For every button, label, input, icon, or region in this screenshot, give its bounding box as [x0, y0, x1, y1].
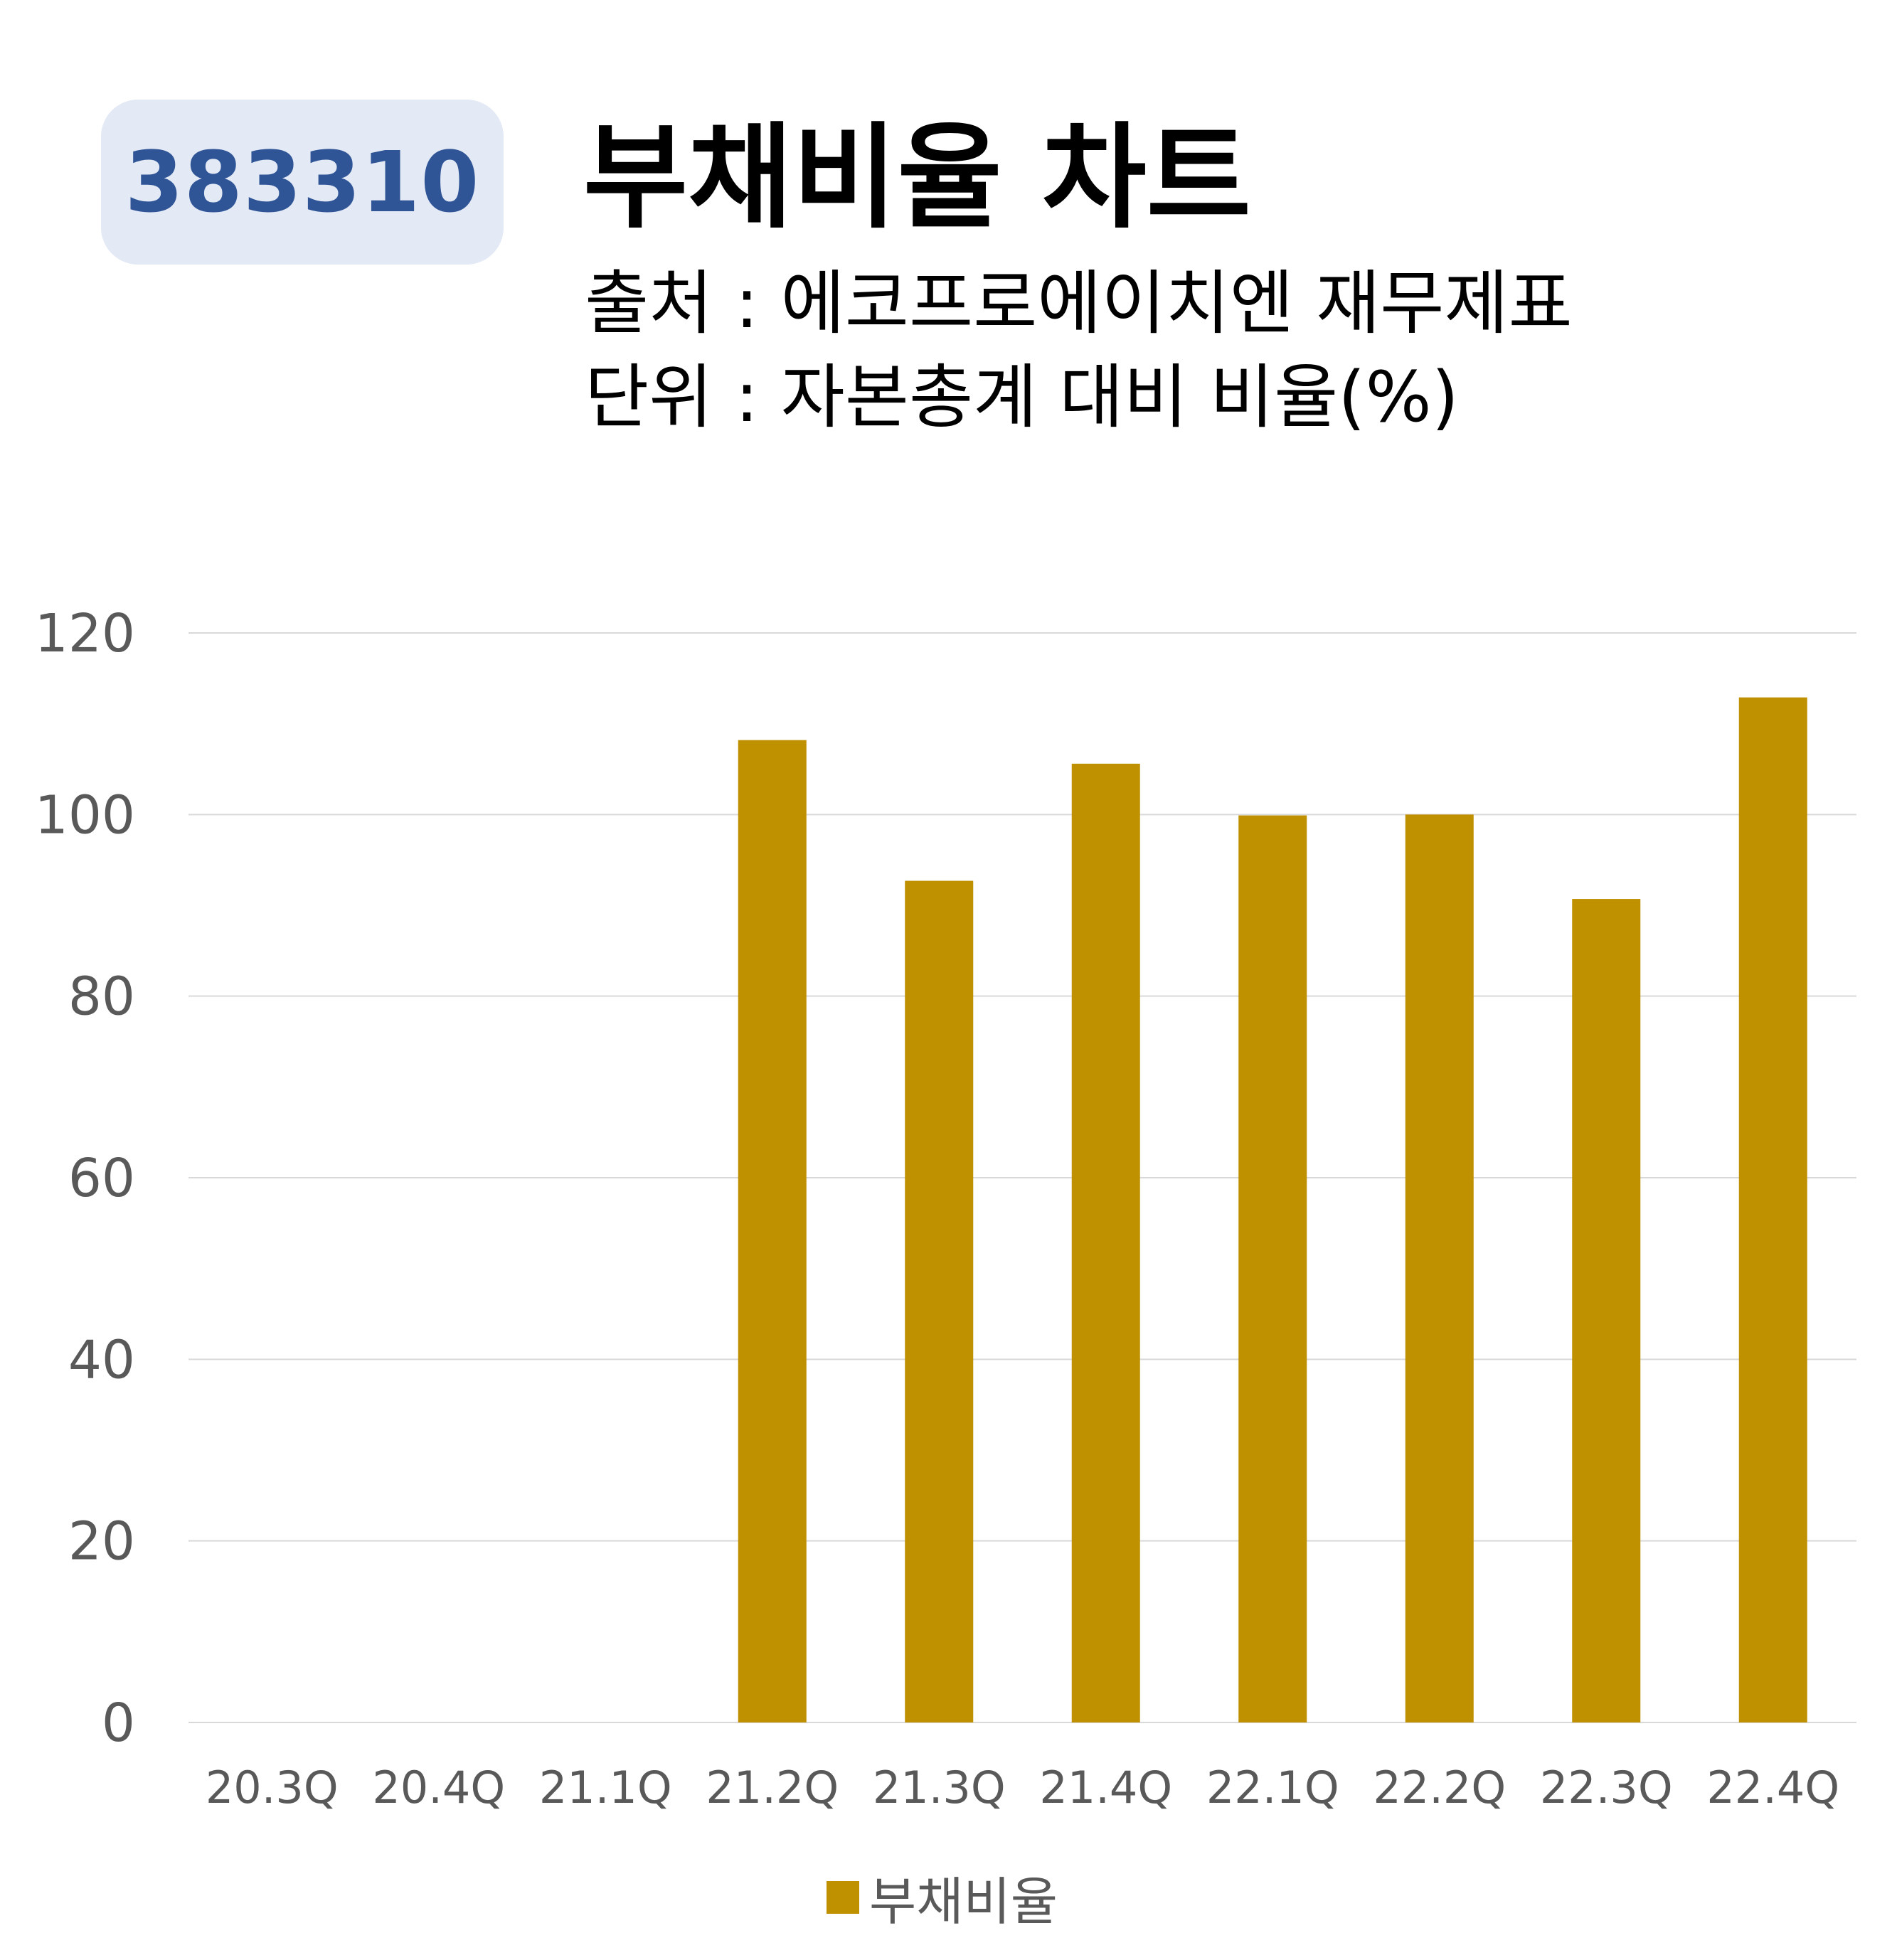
x-tick-label: 21.2Q	[706, 1762, 839, 1813]
bar-22.2Q	[1405, 814, 1474, 1722]
source-note: 출처 : 에코프로에이치엔 재무제표	[585, 263, 1573, 344]
bar-21.3Q	[905, 880, 974, 1722]
stock-code: 383310	[124, 133, 480, 231]
x-tick-label: 22.3Q	[1540, 1762, 1673, 1813]
stock-code-badge: 383310	[101, 100, 504, 265]
bars	[738, 697, 1807, 1722]
x-tick-label: 21.3Q	[873, 1762, 1006, 1813]
legend-label: 부채비율	[869, 1872, 1058, 1932]
x-tick-label: 21.4Q	[1039, 1762, 1172, 1813]
bar-22.4Q	[1738, 697, 1807, 1722]
y-axis-ticks: 0 20 40 60 80 100 120	[35, 603, 135, 1754]
x-tick-label: 21.1Q	[539, 1762, 672, 1813]
y-tick-label: 60	[68, 1148, 135, 1209]
x-axis-ticks: 20.3Q 20.4Q 21.1Q 21.2Q 21.3Q 21.4Q 22.1Q 22.2Q…	[206, 1762, 1839, 1813]
bar-21.4Q	[1071, 763, 1140, 1722]
x-tick-label: 22.1Q	[1206, 1762, 1339, 1813]
y-tick-label: 100	[35, 784, 135, 846]
y-tick-label: 40	[68, 1329, 135, 1390]
y-tick-label: 0	[102, 1693, 135, 1754]
legend-swatch	[827, 1880, 859, 1914]
bar-21.2Q	[738, 740, 807, 1722]
chart-title: 부채비율 차트	[583, 111, 1251, 244]
gridlines	[188, 632, 1856, 1723]
bar-22.1Q	[1238, 815, 1307, 1722]
bar-22.3Q	[1572, 899, 1641, 1722]
y-tick-label: 20	[68, 1511, 135, 1572]
x-tick-label: 20.3Q	[206, 1762, 339, 1813]
x-tick-label: 20.4Q	[372, 1762, 505, 1813]
x-tick-label: 22.2Q	[1373, 1762, 1506, 1813]
legend: 부채비율	[827, 1860, 1058, 1934]
unit-note: 단위 : 자본총계 대비 비율(%)	[585, 357, 1459, 438]
y-tick-label: 80	[68, 966, 135, 1028]
x-tick-label: 22.4Q	[1706, 1762, 1839, 1813]
y-tick-label: 120	[35, 603, 135, 664]
